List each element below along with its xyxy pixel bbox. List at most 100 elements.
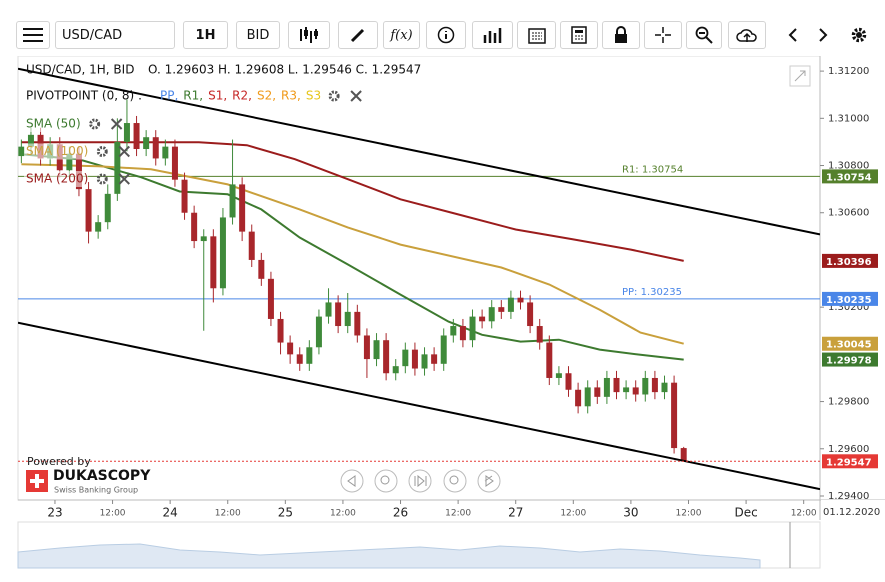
candle-body [546, 342, 553, 378]
chart-type-button[interactable] [288, 21, 330, 49]
candle-body [603, 377, 610, 397]
info-icon [437, 26, 455, 44]
candle-body [584, 387, 591, 407]
price-box-label: 1.30235 [826, 295, 872, 306]
candle-body [344, 311, 351, 327]
draw-button[interactable] [338, 21, 378, 49]
legend-label: SMA (100) [26, 144, 88, 158]
volume-button[interactable] [472, 21, 513, 49]
candle-body [306, 347, 313, 364]
calendar-button[interactable] [517, 21, 556, 49]
expand-button[interactable] [789, 65, 811, 87]
period-select[interactable]: 1H [183, 21, 228, 49]
next-button[interactable] [810, 21, 836, 49]
chart-title: USD/CAD, 1H, BID [26, 63, 134, 77]
candle-body [258, 259, 265, 279]
candle-body [527, 302, 534, 327]
navigator-area [17, 543, 761, 569]
candle-body [104, 193, 111, 223]
period: 1H [195, 27, 216, 43]
menu-icon [23, 28, 43, 42]
legend-label: SMA (50) [26, 117, 81, 131]
candle-body [27, 134, 34, 147]
nav-buttons [340, 469, 501, 493]
menu-button[interactable] [16, 21, 50, 49]
candle-body [421, 354, 428, 369]
candle-body [162, 146, 169, 159]
y-tick-label: 1.29400 [828, 491, 869, 502]
prev-icon [788, 28, 797, 42]
candle-body [354, 311, 361, 336]
settings-icon[interactable] [96, 146, 108, 157]
side-select[interactable]: BID [236, 21, 280, 49]
price-box [822, 253, 878, 268]
remove-icon[interactable] [118, 145, 130, 158]
zoom-button[interactable] [686, 21, 722, 49]
candle-body [431, 354, 438, 364]
y-tick-label: 1.30800 [828, 161, 869, 172]
settings-button[interactable] [846, 21, 872, 49]
legend-bg [24, 171, 88, 187]
scroll-right[interactable] [477, 469, 501, 493]
plot-area [17, 55, 821, 501]
cloud-button[interactable] [728, 21, 766, 49]
candle-body [66, 153, 73, 171]
candle-body [143, 137, 150, 150]
nav-glyphs [347, 474, 494, 488]
brand-name: DUKASCOPY [53, 468, 151, 484]
prev-button[interactable] [780, 21, 806, 49]
reset[interactable] [408, 469, 432, 493]
candle-body [671, 382, 678, 449]
candle-body [632, 387, 639, 395]
calendar-icon [527, 28, 546, 44]
calc-button[interactable] [560, 21, 598, 49]
candle-body [594, 387, 601, 397]
x-tick-label: 24 [163, 506, 178, 520]
sma-line [21, 141, 684, 262]
indicators-button[interactable]: f(x) [383, 21, 420, 49]
zoom-in-glyph [449, 475, 459, 485]
remove-icon[interactable] [110, 118, 123, 130]
y-tick-label: 1.29800 [828, 397, 869, 408]
candle-body [450, 326, 457, 336]
remove-icon[interactable] [350, 90, 362, 102]
settings-icon[interactable] [96, 173, 108, 185]
pivot-item: S3 [306, 89, 321, 103]
candle-body [498, 307, 505, 312]
candle-body [402, 349, 409, 367]
pivot-item: R1, [183, 89, 203, 103]
pivot-item: S2, [257, 89, 276, 103]
y-tick-label: 1.29600 [828, 444, 869, 455]
lock-button[interactable] [602, 21, 640, 49]
x-tick-label: 25 [278, 506, 293, 520]
x-tick-label: 12:00 [791, 509, 817, 519]
powered-by: Powered by [27, 455, 91, 468]
remove-icon[interactable] [118, 173, 130, 185]
instrument-select[interactable]: USD/CAD [55, 21, 175, 49]
candle-body [613, 377, 620, 393]
candle-body [191, 212, 198, 242]
settings-icon[interactable] [328, 90, 340, 102]
info-button[interactable] [426, 21, 466, 49]
price-box-label: 1.30045 [826, 340, 872, 351]
x-tick-label: 23 [47, 506, 62, 520]
level-label: R1: 1.30754 [622, 164, 683, 175]
candle-body [18, 146, 25, 157]
candle-body [239, 184, 246, 232]
candle-icon [300, 27, 318, 43]
candle-body [623, 387, 630, 393]
sma-line [21, 163, 684, 345]
x-tick-label: 12:00 [330, 509, 356, 519]
candle-body [133, 123, 140, 150]
price-box-label: 1.29547 [826, 457, 872, 468]
settings-icon[interactable] [89, 118, 101, 130]
y-tick-label: 1.30600 [828, 208, 869, 219]
next-icon [819, 28, 828, 42]
crosshair-button[interactable] [644, 21, 682, 49]
candle-body [287, 342, 294, 355]
zoom-out[interactable] [374, 469, 398, 493]
candle-body [651, 377, 658, 393]
zoom-in[interactable] [443, 469, 467, 493]
x-tick-label: 26 [393, 506, 408, 520]
scroll-left[interactable] [340, 469, 364, 493]
